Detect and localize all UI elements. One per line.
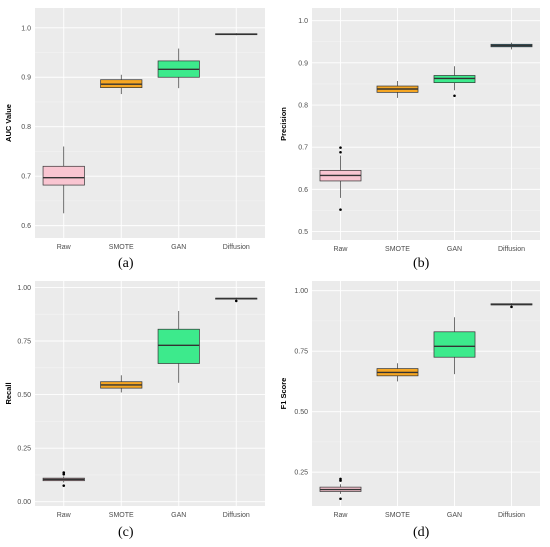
plot-background [35,281,265,506]
y-tick-label: 1.0 [21,25,31,32]
x-tick-label: Raw [57,244,72,251]
x-tick-label: SMOTE [385,512,410,519]
y-tick-label: 1.0 [298,18,308,25]
panel-label-a: (a) [118,256,134,271]
x-tick-label: SMOTE [385,246,410,253]
x-tick-label: Raw [333,512,348,519]
y-tick-label: 0.8 [298,103,308,110]
y-axis-title: Precision [279,107,288,141]
y-tick-label: 0.7 [298,145,308,152]
y-tick-label: 0.25 [17,446,31,453]
box-raw [42,165,85,186]
panel-label-c: (c) [118,525,134,540]
y-tick-label: 0.75 [17,339,31,346]
outlier-point [62,471,66,474]
y-tick-label: 0.50 [17,392,31,399]
y-tick-label: 0.25 [294,470,308,477]
x-tick-label: Diffusion [223,512,250,519]
outlier-point [62,484,66,487]
outlier-point [339,146,342,149]
panel-label-d: (d) [413,525,430,540]
outlier-point [453,94,456,98]
chart-b: 0.5 0.6 0.7 0.8 0.9 1.0 Raw SMOTE GAN Diffusion Pr… [279,8,540,253]
chart-a: 0.6 0.7 0.8 0.9 1.0 Raw SMOTE GAN Diffusion AUC V… [4,8,265,251]
panel-a: 0.6 0.7 0.8 0.9 1.0 Raw SMOTE GAN Diffusion AUC V… [0,0,275,273]
x-tick-label: Diffusion [498,246,525,253]
y-tick-label: 0.50 [294,409,308,416]
outlier-point [339,208,342,211]
x-tick-label: GAN [447,246,462,253]
outlier-point [510,305,513,309]
x-tick-label: Diffusion [223,244,250,251]
x-tick-label: SMOTE [109,512,134,519]
panel-d: 0.25 0.50 0.75 1.00 Raw SMOTE GAN Diffusion F1 S… [275,273,550,546]
x-tick-label: GAN [171,512,186,519]
y-tick-label: 1.00 [17,285,31,292]
outlier-point [234,299,238,303]
box-gan [157,328,200,364]
y-tick-label: 0.5 [298,229,308,236]
panel-c: 0.00 0.25 0.50 0.75 1.00 Raw SMOTE GAN Diffusion… [0,273,275,546]
y-tick-label: 0.75 [294,349,308,356]
y-tick-label: 0.7 [21,174,31,181]
panel-b: 0.5 0.6 0.7 0.8 0.9 1.0 Raw SMOTE GAN Diffusion Pr… [275,0,550,273]
panel-label-b: (b) [413,256,430,271]
y-tick-label: 0.8 [21,124,31,131]
x-tick-label: GAN [447,512,462,519]
x-tick-label: Diffusion [498,512,525,519]
outlier-point [339,150,342,154]
x-tick-label: SMOTE [109,244,134,251]
y-axis-title: F1 Score [279,378,288,410]
x-tick-label: GAN [171,244,186,251]
y-tick-label: 1.00 [294,288,308,295]
plot-background [312,281,540,506]
x-tick-label: Raw [57,512,72,519]
y-tick-label: 0.9 [21,75,31,82]
x-tick-label: Raw [333,246,348,253]
chart-d: 0.25 0.50 0.75 1.00 Raw SMOTE GAN Diffusion F1 S… [279,281,540,519]
y-axis-title: Recall [4,382,13,404]
outlier-point [339,497,342,501]
y-tick-label: 0.00 [17,499,31,506]
plot-background [35,8,265,238]
plot-background [312,8,540,240]
chart-c: 0.00 0.25 0.50 0.75 1.00 Raw SMOTE GAN Diffusion… [4,281,265,519]
outlier-point [339,477,342,481]
box-gan [433,331,476,358]
y-tick-label: 0.6 [298,187,308,194]
y-axis-title: AUC Value [4,104,13,142]
y-tick-label: 0.9 [298,60,308,67]
y-tick-label: 0.6 [21,223,31,230]
